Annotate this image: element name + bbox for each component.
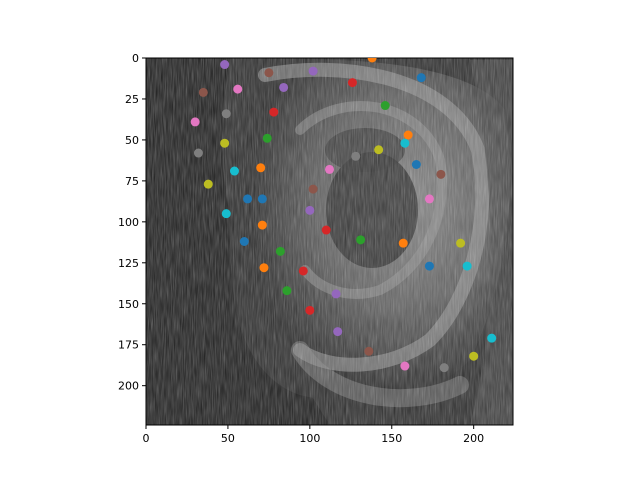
data-point-2 bbox=[264, 68, 274, 78]
data-point-13 bbox=[262, 133, 272, 143]
axis-ticks: 0 50 100 150 200 0 25 50 75 100 125 150 175 200 bbox=[118, 52, 484, 445]
y-tick-label-6: 150 bbox=[118, 298, 139, 311]
data-point-33 bbox=[321, 225, 331, 235]
data-point-40 bbox=[462, 261, 472, 271]
data-point-3 bbox=[308, 66, 318, 76]
x-tick-label-2: 100 bbox=[299, 432, 320, 445]
data-point-25 bbox=[203, 179, 213, 189]
data-point-22 bbox=[256, 163, 266, 173]
data-point-7 bbox=[233, 84, 243, 94]
y-tick-label-0: 0 bbox=[132, 52, 139, 65]
data-point-16 bbox=[400, 138, 410, 148]
y-tick-label-8: 200 bbox=[118, 380, 139, 393]
axes-frame bbox=[145, 57, 514, 426]
ear-photo-background bbox=[146, 58, 513, 425]
data-point-26 bbox=[308, 184, 318, 194]
data-point-41 bbox=[259, 263, 269, 273]
data-point-46 bbox=[333, 327, 343, 337]
data-point-30 bbox=[221, 209, 231, 219]
data-point-35 bbox=[356, 235, 366, 245]
data-point-9 bbox=[380, 101, 390, 111]
data-point-38 bbox=[275, 246, 285, 256]
data-point-31 bbox=[305, 205, 315, 215]
y-tick-label-7: 175 bbox=[118, 339, 139, 352]
data-point-37 bbox=[456, 238, 466, 248]
y-tick-label-5: 125 bbox=[118, 257, 139, 270]
y-tick-label-2: 50 bbox=[125, 134, 139, 147]
data-point-24 bbox=[436, 169, 446, 179]
scatter-points bbox=[190, 58, 497, 373]
data-point-15 bbox=[220, 138, 230, 148]
data-point-17 bbox=[374, 145, 384, 155]
data-point-19 bbox=[351, 151, 361, 161]
data-point-28 bbox=[257, 194, 267, 204]
y-tick-label-4: 100 bbox=[118, 216, 139, 229]
data-point-14 bbox=[403, 130, 413, 140]
data-point-10 bbox=[269, 107, 279, 117]
data-point-5 bbox=[347, 78, 357, 88]
data-point-32 bbox=[257, 220, 267, 230]
data-point-51 bbox=[439, 363, 449, 373]
data-point-20 bbox=[411, 159, 421, 169]
data-point-47 bbox=[487, 333, 497, 343]
data-point-36 bbox=[398, 238, 408, 248]
data-point-34 bbox=[239, 237, 249, 246]
y-tick-label-1: 25 bbox=[125, 93, 139, 106]
y-tick-label-3: 75 bbox=[125, 175, 139, 188]
x-tick-label-0: 0 bbox=[143, 432, 150, 445]
data-point-27 bbox=[243, 194, 253, 204]
x-tick-label-3: 150 bbox=[381, 432, 402, 445]
data-point-29 bbox=[424, 194, 434, 204]
x-tick-label-1: 50 bbox=[221, 432, 235, 445]
data-point-45 bbox=[305, 305, 315, 315]
data-point-12 bbox=[190, 117, 200, 127]
data-point-43 bbox=[282, 286, 292, 296]
data-point-8 bbox=[279, 82, 289, 92]
data-point-6 bbox=[198, 87, 208, 97]
data-point-48 bbox=[364, 346, 374, 356]
data-point-44 bbox=[331, 289, 341, 299]
data-point-42 bbox=[298, 266, 308, 276]
data-point-50 bbox=[400, 361, 410, 371]
x-tick-label-4: 200 bbox=[463, 432, 484, 445]
data-point-0 bbox=[367, 58, 377, 63]
data-point-23 bbox=[325, 164, 334, 174]
data-point-39 bbox=[424, 261, 434, 271]
data-point-1 bbox=[220, 60, 230, 70]
data-point-21 bbox=[229, 166, 239, 176]
data-point-49 bbox=[469, 351, 479, 361]
data-point-18 bbox=[193, 148, 203, 158]
data-point-11 bbox=[221, 109, 231, 119]
data-point-4 bbox=[416, 73, 426, 83]
